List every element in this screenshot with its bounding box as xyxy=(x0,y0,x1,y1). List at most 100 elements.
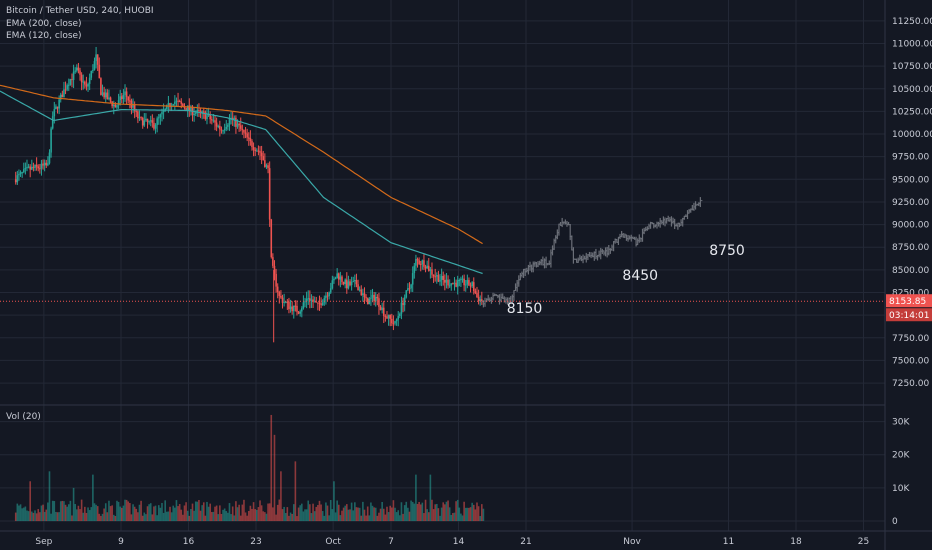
candle-body xyxy=(382,307,385,316)
candle xyxy=(442,271,445,286)
candle xyxy=(98,57,101,79)
candle xyxy=(432,274,435,283)
candle-body xyxy=(402,302,404,306)
candle xyxy=(410,283,412,292)
candle-body xyxy=(407,288,409,291)
candle-body xyxy=(479,299,481,302)
volume-bar xyxy=(66,506,68,522)
candle xyxy=(374,292,377,307)
volume-bar xyxy=(341,510,343,522)
candle-body xyxy=(432,274,435,277)
volume-bar xyxy=(219,505,221,522)
volume-bar xyxy=(80,499,83,522)
candle xyxy=(92,64,94,74)
candle-body xyxy=(346,279,348,289)
candle xyxy=(201,110,203,120)
volume-bar xyxy=(108,500,110,522)
volume-bar xyxy=(267,503,269,522)
candle-body xyxy=(354,280,356,282)
volume-bar xyxy=(225,511,228,522)
volume-bar xyxy=(47,502,49,522)
candle xyxy=(37,164,40,172)
candle xyxy=(80,72,83,91)
volume-bar xyxy=(55,511,57,522)
candle-body xyxy=(411,273,414,285)
candle xyxy=(21,171,23,178)
volume-bar xyxy=(178,504,181,522)
candle xyxy=(288,297,290,314)
candle xyxy=(391,313,393,327)
candle-body xyxy=(378,298,380,307)
candle-body xyxy=(413,265,416,274)
volume-bar xyxy=(145,514,147,522)
candle-body xyxy=(307,298,310,300)
candle xyxy=(318,295,321,311)
volume-bar xyxy=(146,506,149,522)
candle xyxy=(346,272,348,294)
candle-body xyxy=(39,168,41,170)
candle-body xyxy=(426,265,428,269)
candle xyxy=(138,110,141,122)
volume-bar xyxy=(426,509,428,522)
candle xyxy=(384,314,387,322)
candle-body xyxy=(336,273,338,279)
candle xyxy=(256,148,258,152)
volume-bar xyxy=(161,502,163,522)
candle-body xyxy=(207,114,210,116)
volume-bar xyxy=(471,502,473,522)
volume-bar xyxy=(463,501,465,522)
candle-body xyxy=(302,302,305,309)
volume-bar xyxy=(26,510,28,522)
candle-body xyxy=(360,289,363,296)
projected-bar xyxy=(698,197,703,208)
volume-bar xyxy=(313,511,316,522)
volume-bar xyxy=(231,506,234,522)
candle xyxy=(447,275,449,289)
volume-bar xyxy=(408,511,411,522)
volume-bar xyxy=(411,501,414,522)
candle xyxy=(109,96,112,104)
candle xyxy=(264,153,266,168)
candle-body xyxy=(394,321,396,324)
volume-bar xyxy=(177,506,179,522)
candle xyxy=(217,124,220,129)
volume-bar xyxy=(191,503,194,522)
candle xyxy=(452,282,454,285)
volume-bar xyxy=(182,514,184,522)
volume-bar xyxy=(305,509,308,522)
bar-countdown: 03:14:01 xyxy=(889,311,929,321)
candle xyxy=(407,283,409,292)
volume-bar xyxy=(315,506,318,522)
volume-bar xyxy=(325,502,327,522)
candle-body xyxy=(185,108,187,111)
volume-bar xyxy=(235,501,237,522)
projected-price-path xyxy=(481,197,703,308)
volume-bar xyxy=(32,512,35,522)
candle-body xyxy=(342,281,345,285)
candle xyxy=(368,296,371,305)
candle xyxy=(329,282,332,294)
candle xyxy=(305,291,308,309)
candle xyxy=(395,318,398,326)
volume-bar xyxy=(328,515,330,522)
volume-bar xyxy=(402,513,404,522)
candle-body xyxy=(21,172,23,174)
candle xyxy=(222,129,224,135)
candle-body xyxy=(24,168,27,170)
volume-bar xyxy=(476,502,478,522)
candle xyxy=(437,270,440,283)
candle xyxy=(166,104,168,110)
volume-bar xyxy=(85,512,88,522)
candle-body xyxy=(103,92,105,98)
volume-bar xyxy=(280,471,282,522)
volume-legend: Vol (20) xyxy=(6,412,41,422)
candle xyxy=(439,273,441,286)
candle-body xyxy=(159,114,162,118)
volume-bar xyxy=(35,513,38,522)
volume-bar xyxy=(342,507,345,522)
candle-body xyxy=(40,163,43,169)
volume-bar xyxy=(238,504,240,522)
volume-bar xyxy=(270,414,273,522)
volume-bar xyxy=(423,513,425,522)
